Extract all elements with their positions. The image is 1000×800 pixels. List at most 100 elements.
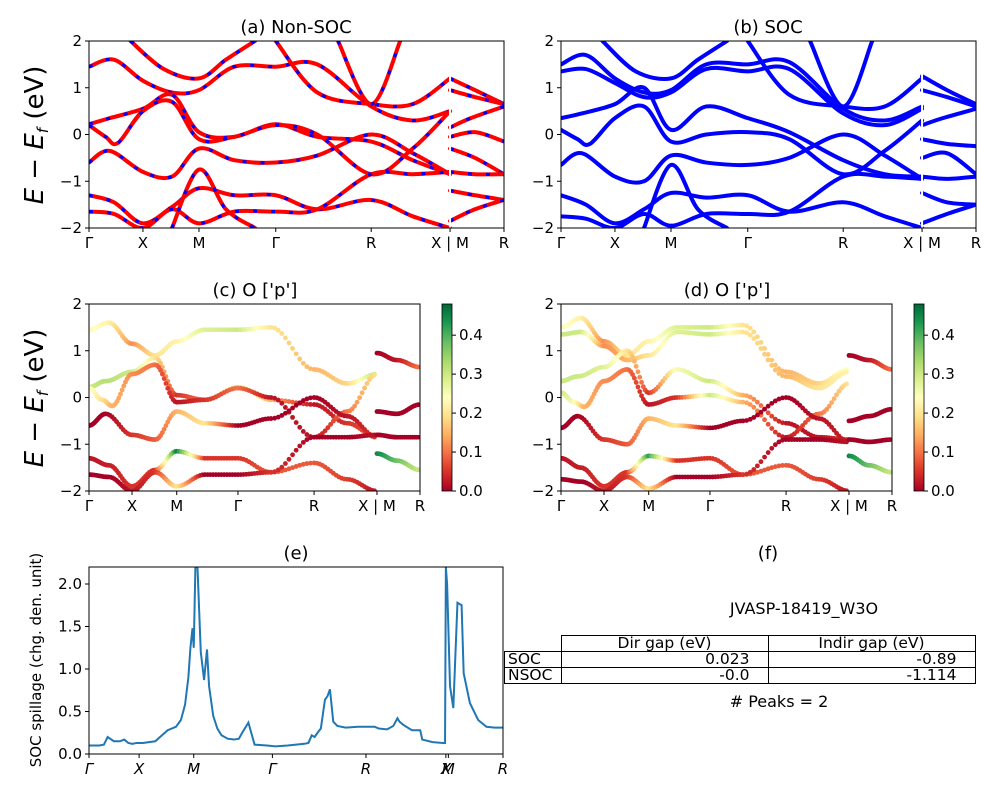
gap-table-header-dir: Dir gap (eV) xyxy=(560,635,769,652)
band-point xyxy=(275,327,281,333)
band-point xyxy=(772,464,778,470)
gap-table-header-indir: Indir gap (eV) xyxy=(767,635,976,652)
band-point xyxy=(630,354,635,360)
band-point xyxy=(330,418,336,424)
band-point xyxy=(769,362,775,368)
y-tick-label: −2 xyxy=(60,482,82,500)
panel-d-colorbar xyxy=(913,303,925,492)
colorbar-tick-label: 0.2 xyxy=(931,404,955,422)
band-point xyxy=(762,346,767,351)
band-point xyxy=(300,360,306,366)
band-point xyxy=(415,434,420,440)
panel-f-footer: # Peaks = 2 xyxy=(730,692,829,711)
band-point xyxy=(776,371,782,376)
x-tick-label: R xyxy=(887,497,897,515)
panel-d-colorbar-ticks: 0.0 0.1 0.2 0.3 0.4 xyxy=(924,326,955,500)
x-tick-label: X xyxy=(610,234,620,252)
panel-c-colorbar xyxy=(441,303,453,492)
x-tick-label: Γ xyxy=(272,234,281,252)
band-line xyxy=(448,104,504,130)
band-line xyxy=(448,197,504,223)
kpath-break xyxy=(449,41,452,228)
band-point xyxy=(780,373,785,379)
band-point xyxy=(744,323,750,329)
band-line xyxy=(600,41,729,82)
band-point xyxy=(887,366,892,372)
band-point xyxy=(740,322,746,328)
band-point xyxy=(272,395,278,401)
band-point xyxy=(161,426,167,432)
band-point xyxy=(304,461,310,466)
band-point xyxy=(747,416,753,422)
panel-c-title: (c) O ['p'] xyxy=(213,280,298,301)
band-point xyxy=(275,397,281,403)
band-line xyxy=(920,106,976,128)
band-point xyxy=(372,372,377,378)
band-point xyxy=(635,369,641,375)
y-tick-label: −2 xyxy=(60,219,82,237)
band-point xyxy=(769,357,775,363)
x-tick-label: R xyxy=(781,497,791,515)
band-line xyxy=(128,41,257,81)
band-line xyxy=(808,41,875,109)
panel-b: (b) SOC −2 −1 0 1 2 Γ X M Γ R X | M R xyxy=(532,17,981,252)
band-point xyxy=(747,402,753,407)
band-line xyxy=(642,162,729,228)
band-line xyxy=(920,190,976,207)
x-tick-label: Γ xyxy=(85,760,95,778)
panel-a: (a) Non-SOC −2 −1 0 1 2 Γ X M Γ R X | M R xyxy=(60,17,509,252)
band-point xyxy=(758,409,764,415)
panel-e-spillage xyxy=(89,567,503,748)
panel-e-ylabel: SOC spillage (chg. den. unit) xyxy=(27,553,45,768)
panel-c-scatter xyxy=(89,320,420,491)
band-point xyxy=(758,459,764,465)
y-tick-label: 1 xyxy=(544,342,554,360)
x-tick-label: R xyxy=(499,234,509,252)
kpath-break xyxy=(921,41,924,228)
band-point xyxy=(167,390,172,396)
x-tick-label: Γ xyxy=(85,497,94,515)
band-point xyxy=(887,469,892,475)
panel-d-scatter xyxy=(561,315,892,491)
band-point xyxy=(637,374,643,380)
band-point xyxy=(279,400,285,406)
band-point xyxy=(304,437,310,442)
band-point xyxy=(762,454,767,460)
band-point xyxy=(268,416,274,421)
panel-b-title: (b) SOC xyxy=(733,17,802,38)
band-point xyxy=(740,472,746,478)
band-point xyxy=(631,375,637,381)
panel-e-title: (e) xyxy=(283,543,308,564)
band-line xyxy=(561,171,925,228)
band-point xyxy=(116,395,122,401)
y-tick-label: −2 xyxy=(532,482,554,500)
y-tick-label: −1 xyxy=(60,435,82,453)
indir-gap-value: -0.89 xyxy=(767,651,976,668)
band-point xyxy=(639,379,644,385)
band-point xyxy=(268,395,274,400)
band-line xyxy=(561,132,925,185)
band-point xyxy=(765,421,771,427)
band-line xyxy=(448,130,504,144)
band-line xyxy=(561,64,925,128)
band-point xyxy=(772,362,778,368)
band-point xyxy=(772,416,778,422)
y-tick-label: 2.0 xyxy=(58,575,82,593)
band-line xyxy=(170,167,257,228)
band-point xyxy=(325,425,331,431)
band-point xyxy=(772,398,778,404)
band-point xyxy=(282,335,288,341)
panel-a-axes: −2 −1 0 1 2 Γ X M Γ R X | M R xyxy=(60,32,509,252)
band-point xyxy=(290,414,295,420)
band-point xyxy=(887,437,892,443)
band-point xyxy=(834,392,839,398)
band-point xyxy=(415,467,420,473)
x-tick-label: Γ xyxy=(557,234,566,252)
band-point xyxy=(740,399,746,405)
y-tick-label: 0 xyxy=(544,389,554,407)
panel-f-title: (f) xyxy=(758,543,778,564)
band-line-dash xyxy=(336,41,402,106)
band-point xyxy=(747,332,753,338)
colorbar-tick-label: 0.4 xyxy=(459,326,483,344)
colorbar-tick-label: 0.2 xyxy=(459,404,483,422)
